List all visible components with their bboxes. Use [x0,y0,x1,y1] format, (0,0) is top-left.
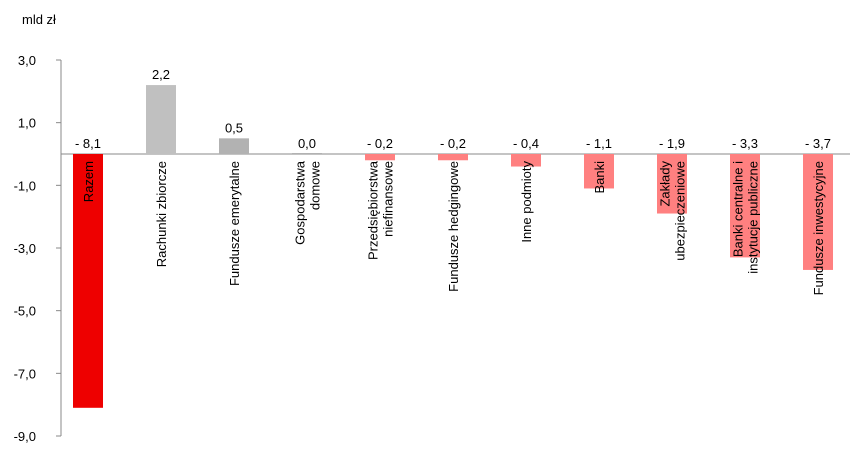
bar [730,154,760,258]
data-label: - 1,9 [659,136,685,151]
y-tick-label: -9,0 [14,429,36,444]
data-label: - 3,3 [732,136,758,151]
data-label: - 8,1 [75,136,101,151]
bar [438,154,468,161]
data-label: 2,2 [152,67,170,82]
bar [511,154,541,167]
category-label: Fundusze inwestycyjne [811,161,826,295]
category-label-line: Banki centralne i [731,161,746,257]
axes: 3,0 1,0 -1,0 -3,0 -5,0 -7,0 -9,0 [14,53,850,444]
category-label: Fundusze hedgingowe [446,161,461,292]
bar [803,154,833,270]
category-label-line: Fundusze hedgingowe [446,161,461,292]
data-label: - 1,1 [586,136,612,151]
category-label-line: Gospodarstwa [293,160,308,245]
data-label: - 0,2 [440,136,466,151]
bar [365,154,395,161]
category-label-line: Fundusze emerytalne [227,161,242,286]
bar [584,154,614,189]
category-label-line: Razem [81,161,96,202]
category-label: Banki [592,161,607,194]
category-label-line: niefinansowe [381,161,396,237]
y-tick-label: -1,0 [14,178,36,193]
unit-label: mld zł [22,12,56,27]
bar [219,138,249,154]
y-tick-label: 1,0 [18,116,36,131]
y-tick-label: -3,0 [14,241,36,256]
category-label-line: Inne podmioty [519,161,534,243]
category-label: Zakłady ubezpieczeniowe [658,161,688,261]
value-labels: - 8,1 2,2 0,5 0,0 - 0,2 - 0,2 - 0,4 - 1,1 - 1,9 -… [75,67,831,151]
category-label-line: ubezpieczeniowe [673,161,688,261]
category-labels: Razem Rachunki zbiorcze Fundusze emerytaln… [81,160,826,295]
category-label-line: Zakłady [658,161,673,207]
category-label: Gospodarstwa domowe [293,160,323,245]
y-tick-label: -5,0 [14,304,36,319]
y-tick-label: 3,0 [18,53,36,68]
bar [292,153,322,154]
category-label: Rachunki zbiorcze [154,161,169,267]
category-label-line: instytucje publiczne [746,161,761,274]
data-label: 0,5 [225,120,243,135]
category-label-line: Rachunki zbiorcze [154,161,169,267]
category-label: Razem [81,161,96,202]
bars [73,85,833,408]
category-label-line: domowe [308,161,323,210]
category-label-line: Przedsiębiorstwa [366,160,381,260]
data-label: - 0,4 [513,136,539,151]
category-label-line: Fundusze inwestycyjne [811,161,826,295]
category-label: Fundusze emerytalne [227,161,242,286]
bar [657,154,687,214]
category-label: Banki centralne i instytucje publiczne [731,161,761,274]
bar [73,154,103,408]
category-label: Przedsiębiorstwa niefinansowe [366,160,396,260]
category-label-line: Banki [592,161,607,194]
data-label: 0,0 [298,136,316,151]
data-label: - 0,2 [367,136,393,151]
y-tick-label: -7,0 [14,366,36,381]
category-label: Inne podmioty [519,161,534,243]
data-label: - 3,7 [805,136,831,151]
bar [146,85,176,154]
